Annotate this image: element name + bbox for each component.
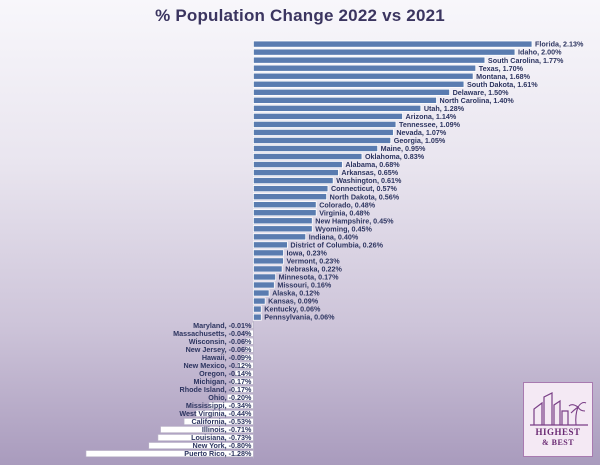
chart-title: % Population Change 2022 vs 2021 — [155, 6, 445, 25]
data-label-west-virginia: West Virginia, -0.44% — [179, 409, 252, 418]
bar-delaware — [253, 88, 451, 96]
bar-indiana — [253, 233, 307, 241]
data-label-puerto-rico: Puerto Rico, -1.28% — [184, 449, 252, 458]
data-label-california: California, -0.53% — [191, 417, 252, 426]
bar-oklahoma — [253, 153, 363, 161]
bar-virginia — [253, 209, 317, 217]
data-label-virginia: Virginia, 0.48% — [319, 208, 370, 217]
data-label-hawaii: Hawaii, -0.09% — [202, 353, 252, 362]
data-label-connecticut: Connecticut, 0.57% — [331, 184, 398, 193]
data-label-missouri: Missouri, 0.16% — [277, 281, 332, 290]
data-label-texas: Texas, 1.70% — [479, 64, 524, 73]
bar-washington — [253, 177, 334, 185]
bar-iowa — [253, 249, 284, 257]
bar-arizona — [253, 112, 403, 120]
bar-colorado — [253, 201, 317, 209]
bar-pennsylvania — [253, 313, 262, 321]
bar-wyoming — [253, 225, 313, 233]
bar-south-carolina — [253, 56, 486, 64]
data-label-indiana: Indiana, 0.40% — [309, 232, 359, 241]
bar-utah — [253, 104, 422, 112]
data-label-new-hampshire: New Hampshire, 0.45% — [315, 216, 394, 225]
data-label-alabama: Alabama, 0.68% — [345, 160, 400, 169]
bar-tennessee — [253, 120, 397, 128]
data-label-wyoming: Wyoming, 0.45% — [315, 224, 372, 233]
data-label-south-carolina: South Carolina, 1.77% — [488, 56, 564, 65]
bar-kentucky — [253, 305, 262, 313]
data-label-washington: Washington, 0.61% — [336, 176, 402, 185]
data-label-vermont: Vermont, 0.23% — [287, 257, 341, 266]
data-label-pennsylvania: Pennsylvania, 0.06% — [264, 313, 335, 322]
data-label-montana: Montana, 1.68% — [476, 72, 531, 81]
data-label-arizona: Arizona, 1.14% — [406, 112, 457, 121]
bar-alaska — [253, 289, 270, 297]
data-label-nebraska: Nebraska, 0.22% — [285, 265, 342, 274]
data-label-florida: Florida, 2.13% — [535, 40, 584, 49]
data-label-louisiana: Louisiana, -0.73% — [191, 433, 252, 442]
data-label-iowa: Iowa, 0.23% — [287, 248, 328, 257]
bar-texas — [253, 64, 477, 72]
data-label-oklahoma: Oklahoma, 0.83% — [365, 152, 425, 161]
data-label-maine: Maine, 0.95% — [381, 144, 426, 153]
data-label-arkansas: Arkansas, 0.65% — [341, 168, 398, 177]
bar-florida — [253, 40, 533, 48]
bar-montana — [253, 72, 474, 80]
bar-south-dakota — [253, 80, 465, 88]
bar-new-hampshire — [253, 217, 313, 225]
bar-vermont — [253, 257, 284, 265]
data-label-mississippi: Mississippi, -0.34% — [186, 401, 252, 410]
data-label-nevada: Nevada, 1.07% — [396, 128, 447, 137]
data-label-massachusetts: Massachusetts, -0.04% — [173, 329, 252, 338]
data-label-illinois: Illinois, -0.71% — [202, 425, 252, 434]
bar-alabama — [253, 161, 343, 169]
data-label-north-carolina: North Carolina, 1.40% — [440, 96, 515, 105]
data-label-oregon: Oregon, -0.14% — [199, 369, 252, 378]
data-label-new-york: New York, -0.80% — [193, 441, 252, 450]
bar-georgia — [253, 136, 392, 144]
data-label-utah: Utah, 1.28% — [424, 104, 465, 113]
skyline-palm-icon — [530, 392, 588, 426]
bar-arkansas — [253, 169, 339, 177]
data-label-georgia: Georgia, 1.05% — [394, 136, 446, 145]
bar-north-carolina — [253, 96, 437, 104]
data-label-tennessee: Tennessee, 1.09% — [399, 120, 461, 129]
data-label-ohio: Ohio, -0.20% — [208, 393, 252, 402]
bar-district-of-columbia — [253, 241, 288, 249]
logo-text-best: & BEST — [541, 438, 575, 447]
data-label-new-jersey: New Jersey, -0.06% — [186, 345, 252, 354]
data-label-north-dakota: North Dakota, 0.56% — [330, 192, 400, 201]
data-label-alaska: Alaska, 0.12% — [272, 289, 320, 298]
bar-kansas — [253, 297, 266, 305]
data-label-south-dakota: South Dakota, 1.61% — [467, 80, 538, 89]
brand-logo: HIGHEST & BEST — [523, 382, 593, 457]
data-label-new-mexico: New Mexico, -0.12% — [183, 361, 252, 370]
data-label-district-of-columbia: District of Columbia, 0.26% — [290, 240, 383, 249]
data-label-colorado: Colorado, 0.48% — [319, 200, 376, 209]
data-label-delaware: Delaware, 1.50% — [453, 88, 510, 97]
data-label-maryland: Maryland, -0.01% — [193, 321, 252, 330]
bar-nevada — [253, 128, 394, 136]
data-label-idaho: Idaho, 2.00% — [518, 48, 562, 57]
data-label-kansas: Kansas, 0.09% — [268, 297, 319, 306]
bar-maine — [253, 144, 379, 152]
bar-idaho — [253, 48, 516, 56]
bar-connecticut — [253, 185, 329, 193]
data-label-wisconsin: Wisconsin, -0.06% — [189, 337, 252, 346]
bar-nebraska — [253, 265, 283, 273]
logo-text-highest: HIGHEST — [535, 427, 581, 437]
bar-missouri — [253, 281, 275, 289]
data-label-rhode-island: Rhode Island, -0.17% — [180, 385, 253, 394]
data-label-minnesota: Minnesota, 0.17% — [279, 273, 340, 282]
bar-north-dakota — [253, 193, 328, 201]
data-label-kentucky: Kentucky, 0.06% — [264, 305, 321, 314]
bar-minnesota — [253, 273, 277, 281]
data-label-michigan: Michigan, -0.17% — [193, 377, 252, 386]
